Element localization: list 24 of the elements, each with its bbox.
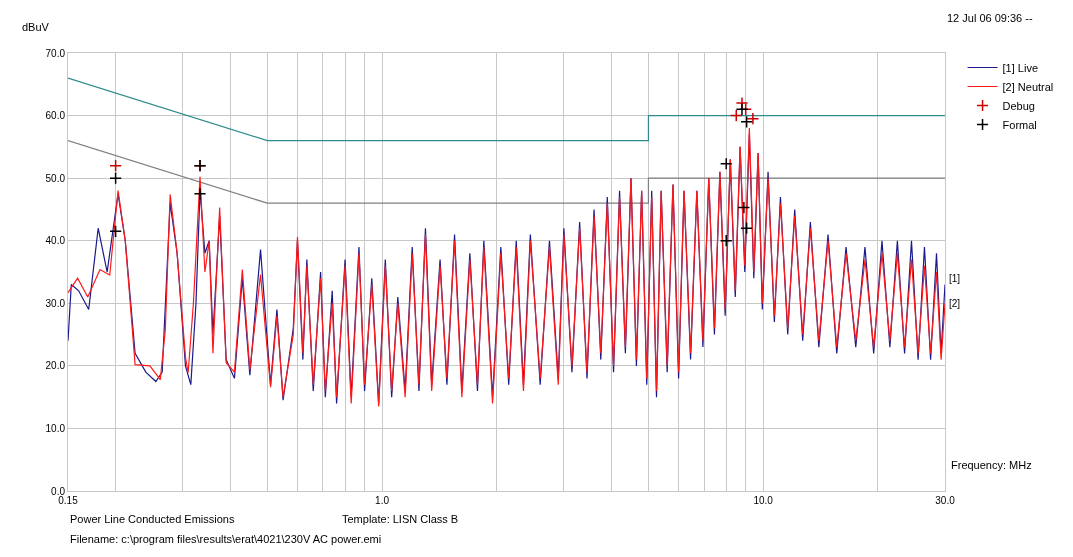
y-tick-label: 60.0 [45,110,66,122]
x-tick-label: 0.15 [58,495,79,506]
x-tick-label: 30.0 [935,495,956,506]
text: Power Line Conducted Emissions [70,513,235,525]
y-tick-label: 40.0 [45,235,66,247]
y-tick-label: 30.0 [45,297,66,309]
text: 12 Jul 06 09:36 -- [947,12,1033,24]
text: [1] [949,273,961,284]
x-axis-title: Frequency: MHz [951,459,1032,471]
y-tick-label: 70.0 [45,47,66,59]
y-tick-label: 0.0 [51,485,66,497]
legend-label: [2] Neutral [1002,80,1054,93]
x-tick-label: 10.0 [753,495,774,506]
legend-label: [1] Live [1002,61,1039,74]
y-axis-title: dBuV [22,21,50,33]
text: [2] [949,298,961,309]
text: Filename: c:\program files\results\erat\4021\230V AC power.emi [70,533,382,545]
x-tick-label: 1.0 [375,495,390,506]
y-tick-label: 50.0 [45,172,66,184]
text: Template: LISN Class B [342,513,459,525]
legend-label: Formal [1002,118,1037,131]
y-tick-label: 10.0 [45,422,66,434]
legend-label: Debug [1002,99,1035,112]
y-tick-label: 20.0 [45,360,66,372]
